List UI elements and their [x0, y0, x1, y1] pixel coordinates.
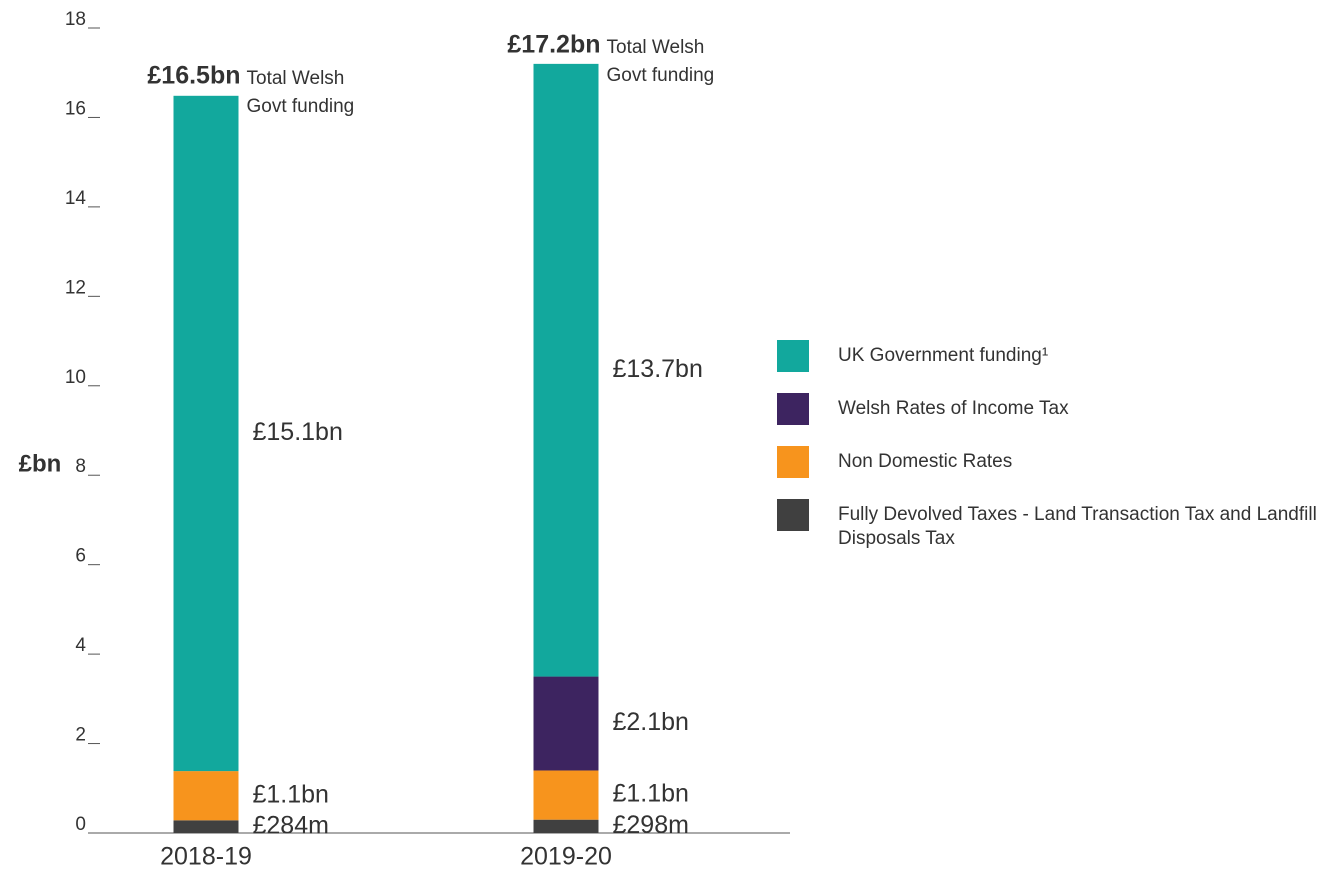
legend-swatch — [777, 499, 809, 531]
legend-item: Non Domestic Rates — [777, 446, 1317, 478]
data-label: £13.7bn — [613, 355, 703, 383]
legend-swatch — [777, 446, 809, 478]
total-label: £16.5bn — [147, 62, 240, 90]
y-tick-label: 0 — [75, 814, 86, 835]
y-tick-label: 16 — [65, 98, 86, 119]
data-label: £298m — [613, 811, 689, 839]
bar-segment — [533, 819, 599, 833]
legend-label: Fully Devolved Taxes - Land Transaction … — [838, 504, 1317, 549]
data-label: £1.1bn — [253, 780, 329, 808]
y-tick-label: 12 — [65, 277, 86, 298]
legend-swatch — [777, 393, 809, 425]
legend: UK Government funding¹ Welsh Rates of Inc… — [777, 340, 1317, 572]
y-axis-label: £bn — [19, 450, 62, 477]
y-tick-label: 2 — [75, 725, 86, 746]
total-label: £17.2bn — [507, 30, 600, 58]
legend-item: Welsh Rates of Income Tax — [777, 393, 1317, 425]
bar-segment — [173, 771, 239, 821]
data-label: £284m — [253, 811, 329, 839]
legend-item: UK Government funding¹ — [777, 340, 1317, 372]
legend-label: Non Domestic Rates — [838, 451, 1013, 472]
data-label: £15.1bn — [253, 418, 343, 446]
x-tick-label: 2018-19 — [160, 843, 252, 871]
legend-item: Fully Devolved Taxes - Land Transaction … — [777, 499, 1317, 551]
bar-segment — [173, 95, 239, 772]
total-note: Govt funding — [247, 96, 355, 117]
data-label: £1.1bn — [613, 780, 689, 808]
x-tick-label: 2019-20 — [520, 843, 612, 871]
legend-label: UK Government funding¹ — [838, 345, 1049, 366]
legend-label: Welsh Rates of Income Tax — [838, 398, 1069, 419]
legend-swatch — [777, 340, 809, 372]
bar-segment — [533, 63, 599, 677]
total-note: Total Welsh — [247, 68, 345, 89]
bar-segment — [533, 676, 599, 771]
total-note: Total Welsh — [607, 37, 705, 58]
total-note: Govt funding — [607, 65, 715, 86]
bar-segment — [533, 770, 599, 820]
y-tick-label: 10 — [65, 367, 86, 388]
data-label: £2.1bn — [613, 708, 689, 736]
y-tick-label: 4 — [75, 635, 86, 656]
bar-segment — [173, 820, 239, 833]
y-tick-label: 18 — [65, 9, 86, 30]
y-tick-label: 8 — [75, 456, 86, 477]
y-tick-label: 14 — [65, 188, 87, 209]
y-tick-label: 6 — [75, 546, 86, 567]
